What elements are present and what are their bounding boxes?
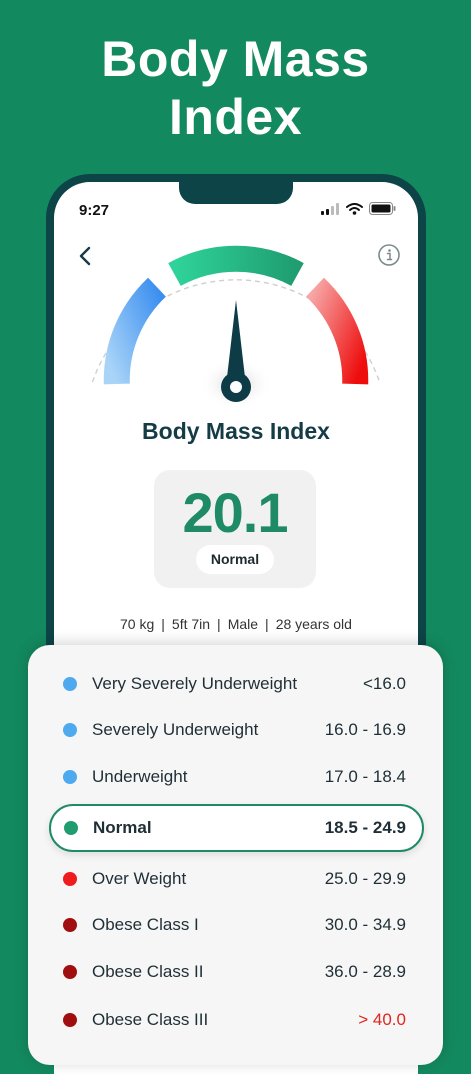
category-dot [63,965,77,979]
status-time: 9:27 [79,202,110,219]
bmi-category-badge: Normal [196,545,274,574]
range-label: Very Severely Underweight [92,674,298,693]
stat-separator: | [265,616,269,632]
range-label: Underweight [92,767,188,786]
bmi-range-row-severely-underweight: Severely Underweight 16.0 - 16.9 [28,710,443,750]
range-label: Over Weight [92,869,187,888]
stat-weight: 70 kg [120,616,155,632]
bmi-range-row-normal: Normal 18.5 - 24.9 [49,804,424,852]
headline-line-1: Body Mass [101,31,370,87]
chevron-left-icon [79,246,91,266]
gauge-underweight-arc [103,277,167,385]
bmi-range-row-over-weight: Over Weight 25.0 - 29.9 [28,859,443,899]
bmi-value: 20.1 [182,481,289,544]
back-button[interactable] [76,244,96,268]
stat-height: 5ft 7in [171,616,211,632]
category-dot [63,918,77,932]
bmi-range-row-obese-class-1: Obese Class I 30.0 - 34.9 [28,905,443,945]
bmi-score-card: 20.1 Normal [154,470,316,588]
status-icons [321,202,396,215]
user-stats: 70 kg | 5ft 7in | Male | 28 years old [54,616,418,632]
bmi-title: Body Mass Index [142,418,330,444]
range-label: Severely Underweight [92,720,259,739]
range-label: Obese Class III [92,1010,209,1029]
category-dot [63,723,77,737]
range-value: 36.0 - 28.9 [324,962,406,981]
bmi-range-row-obese-class-3: Obese Class III > 40.0 [28,1000,443,1040]
stat-separator: | [217,616,221,632]
category-dot [64,821,78,835]
stat-sex: Male [227,616,259,632]
stat-separator: | [161,616,165,632]
gauge-needle [226,300,246,386]
category-dot [63,872,77,886]
range-value: 16.0 - 16.9 [324,720,406,739]
stat-age: 28 years old [275,616,352,632]
bmi-ranges-sheet: Very Severely Underweight <16.0 Severely… [28,645,443,1065]
range-label: Obese Class I [92,915,199,934]
gauge-overweight-arc [305,277,369,385]
category-dot [63,1013,77,1027]
category-dot [63,770,77,784]
range-value: > 40.0 [358,1010,406,1029]
range-value: <16.0 [362,674,406,693]
bmi-gauge [91,245,381,410]
wifi-icon [346,202,363,215]
bmi-range-row-underweight: Underweight 17.0 - 18.4 [28,757,443,797]
signal-icon [321,202,339,215]
info-button[interactable] [378,244,400,266]
phone-notch [179,182,293,204]
range-value: 17.0 - 18.4 [324,767,406,786]
range-value: 25.0 - 29.9 [324,869,406,888]
range-value: 30.0 - 34.9 [324,915,406,934]
range-label: Obese Class II [92,962,204,981]
bmi-range-row-very-severely-underweight: Very Severely Underweight <16.0 [28,664,443,704]
category-dot [63,677,77,691]
headline-line-2: Index [168,89,303,145]
range-label: Normal [93,818,152,837]
bmi-range-row-obese-class-2: Obese Class II 36.0 - 28.9 [28,952,443,992]
battery-icon [369,202,396,215]
headline: Body Mass Index [0,30,471,146]
info-circle-icon [378,244,400,266]
gauge-normal-arc [168,245,304,287]
range-value: 18.5 - 24.9 [324,818,406,837]
